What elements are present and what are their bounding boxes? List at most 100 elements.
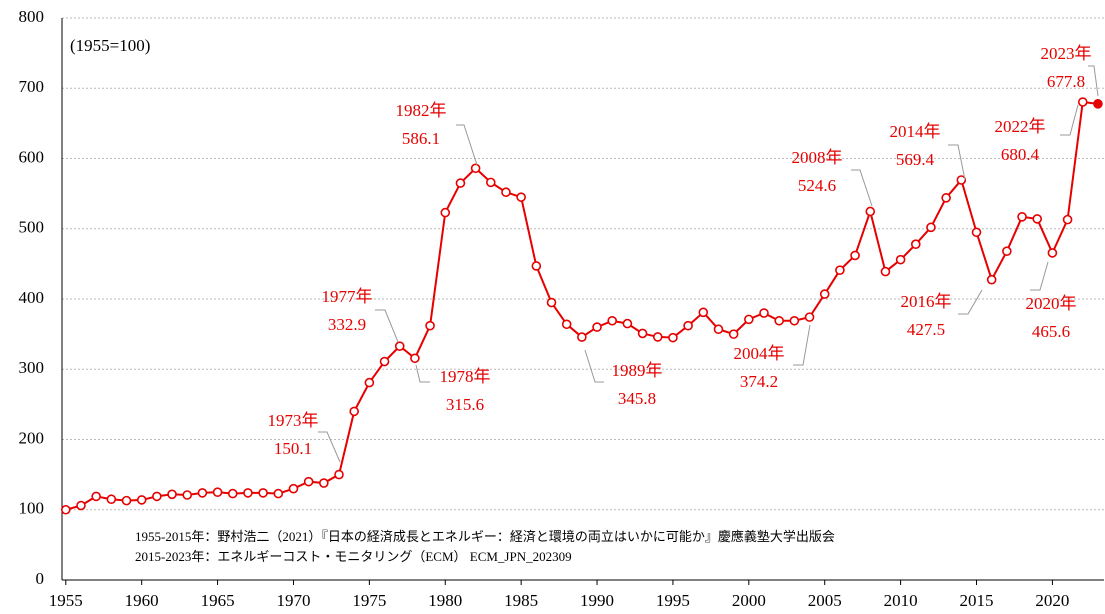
marker xyxy=(698,307,709,318)
marker xyxy=(121,495,132,506)
x-tick-label: 1975 xyxy=(352,591,386,610)
marker xyxy=(152,491,162,502)
source-note: 2015-2023年：エネルギーコスト・モニタリング（ECM） ECM_JPN_… xyxy=(135,549,572,564)
annotation-year: 2014年 xyxy=(890,122,941,141)
annotation-value: 677.8 xyxy=(1047,72,1085,91)
annotation-value: 374.2 xyxy=(740,372,778,391)
annotation-value: 315.6 xyxy=(446,395,484,414)
marker xyxy=(243,488,253,498)
y-tick-label: 100 xyxy=(19,499,45,518)
annotation-value: 465.6 xyxy=(1032,322,1070,341)
marker xyxy=(668,332,678,343)
annotation-year: 1989年 xyxy=(612,361,663,380)
marker xyxy=(1093,99,1103,109)
marker xyxy=(971,227,982,238)
leader-line xyxy=(375,309,399,343)
marker xyxy=(1017,212,1027,222)
marker xyxy=(394,341,405,351)
marker xyxy=(652,332,663,342)
marker xyxy=(76,500,86,511)
marker xyxy=(850,250,860,261)
marker xyxy=(273,488,284,499)
y-tick-label: 500 xyxy=(19,218,45,237)
marker xyxy=(531,261,542,271)
marker xyxy=(410,353,420,364)
annotation-value: 150.1 xyxy=(274,439,312,458)
marker xyxy=(258,488,268,498)
marker xyxy=(986,274,997,285)
marker xyxy=(774,315,784,326)
marker xyxy=(60,504,71,515)
marker xyxy=(926,222,936,233)
marker xyxy=(91,491,101,502)
marker xyxy=(379,356,390,367)
marker xyxy=(364,377,375,388)
annotation-year: 2004年 xyxy=(734,344,785,363)
marker xyxy=(835,265,845,275)
marker xyxy=(167,489,177,500)
marker xyxy=(895,254,906,265)
x-tick-label: 1980 xyxy=(428,591,462,610)
annotation-value: 524.6 xyxy=(798,176,836,195)
annotation-year: 2008年 xyxy=(792,148,843,167)
marker xyxy=(607,315,618,326)
marker xyxy=(880,266,891,277)
x-tick-label: 2015 xyxy=(960,591,994,610)
y-tick-label: 600 xyxy=(19,147,45,166)
leader-line xyxy=(793,324,811,366)
leader-line xyxy=(318,431,341,463)
marker xyxy=(1002,246,1012,257)
marker xyxy=(470,163,481,174)
x-tick-label: 2005 xyxy=(808,591,842,610)
leader-line xyxy=(851,169,873,207)
marker xyxy=(789,315,800,326)
marker xyxy=(485,177,496,188)
leader-line xyxy=(1088,65,1099,97)
x-tick-label: 1995 xyxy=(656,591,690,610)
marker xyxy=(577,332,587,342)
x-tick-label: 1985 xyxy=(504,591,538,610)
y-tick-label: 0 xyxy=(36,569,45,588)
leader-line xyxy=(584,349,604,383)
annotation-value: 345.8 xyxy=(618,389,656,408)
marker xyxy=(546,297,557,308)
marker xyxy=(334,469,344,480)
leader-line xyxy=(1060,104,1079,136)
marker xyxy=(319,478,329,488)
marker xyxy=(501,187,511,198)
x-tick-label: 1990 xyxy=(580,591,614,610)
annotation-year: 1978年 xyxy=(440,367,491,386)
marker xyxy=(622,318,633,329)
annotation-value: 427.5 xyxy=(907,320,945,339)
marker xyxy=(804,312,815,322)
marker xyxy=(197,488,208,498)
annotation-year: 2022年 xyxy=(995,117,1046,136)
marker xyxy=(1047,248,1058,258)
marker xyxy=(683,320,693,331)
marker xyxy=(956,175,967,185)
marker xyxy=(744,314,754,325)
marker xyxy=(425,320,435,331)
annotation-year: 1982年 xyxy=(396,101,447,120)
leader-line xyxy=(415,364,430,383)
marker xyxy=(865,206,876,217)
marker xyxy=(212,487,223,497)
y-tick-label: 700 xyxy=(19,77,45,96)
marker xyxy=(910,239,921,250)
x-tick-label: 1970 xyxy=(276,591,310,610)
annotation-year: 2016年 xyxy=(901,292,952,311)
leader-line xyxy=(958,289,983,315)
marker xyxy=(1032,214,1043,224)
annotation-year: 1973年 xyxy=(268,411,319,430)
annotation-year: 2023年 xyxy=(1041,44,1092,63)
annotation-value: 586.1 xyxy=(402,129,440,148)
annotation-value: 332.9 xyxy=(328,315,366,334)
y-tick-label: 200 xyxy=(19,428,45,447)
marker xyxy=(728,329,739,339)
marker xyxy=(941,193,951,203)
marker xyxy=(106,494,117,505)
annotation-value: 680.4 xyxy=(1001,145,1040,164)
marker xyxy=(349,406,359,417)
x-tick-label: 2010 xyxy=(884,591,918,610)
